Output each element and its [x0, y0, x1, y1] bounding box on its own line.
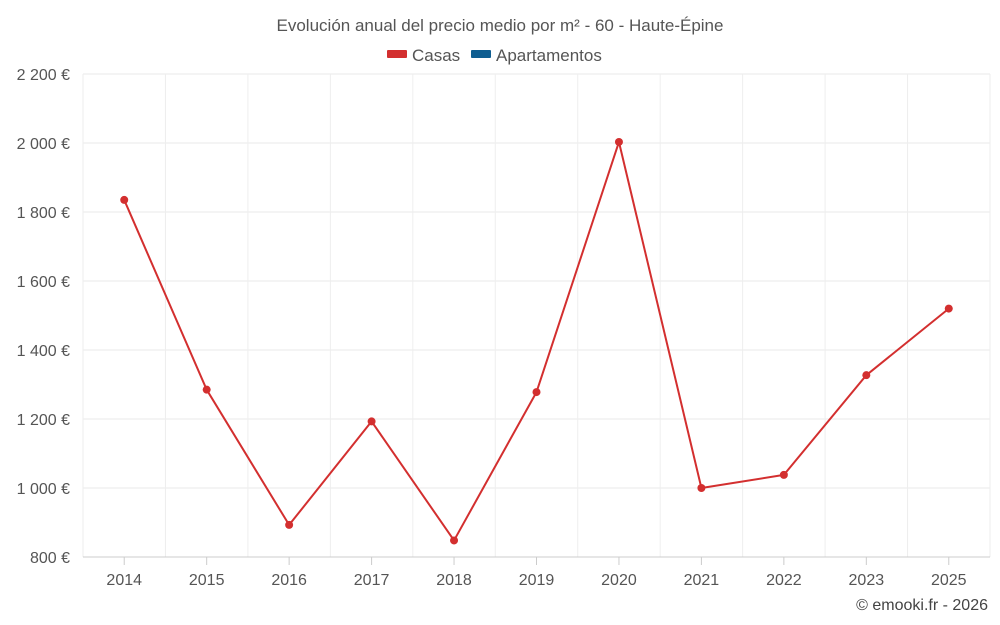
x-tick-label: 2014: [106, 572, 142, 589]
data-point[interactable]: [697, 484, 706, 492]
x-tick-label: 2021: [684, 572, 720, 589]
data-point[interactable]: [285, 520, 294, 529]
data-point[interactable]: [862, 371, 871, 380]
credit-text: © emooki.fr - 2026: [856, 597, 988, 614]
x-tick-label: 2019: [519, 572, 555, 589]
legend-swatch-casas: [387, 50, 407, 58]
y-tick-label: 1 600 €: [17, 274, 70, 291]
data-point[interactable]: [120, 195, 129, 204]
x-tick-label: 2016: [271, 572, 307, 589]
y-tick-label: 1 800 €: [17, 205, 70, 222]
data-point[interactable]: [450, 536, 459, 545]
data-point[interactable]: [614, 137, 623, 146]
y-tick-label: 800 €: [30, 550, 70, 567]
legend: Casas Apartamentos: [387, 46, 602, 65]
series-layer: [120, 137, 953, 545]
y-tick-label: 1 200 €: [17, 412, 70, 429]
y-tick-label: 1 400 €: [17, 343, 70, 360]
x-tick-label: 2015: [189, 572, 225, 589]
y-tick-label: 2 200 €: [17, 67, 70, 84]
chart-title: Evolución anual del precio medio por m² …: [277, 16, 724, 35]
data-point[interactable]: [944, 304, 953, 313]
data-point[interactable]: [779, 470, 788, 479]
x-tick-label: 2022: [766, 572, 802, 589]
legend-swatch-apartamentos: [471, 50, 491, 58]
x-tick-label: 2025: [931, 572, 967, 589]
x-tick-label: 2020: [601, 572, 637, 589]
x-tick-label: 2018: [436, 572, 472, 589]
data-point[interactable]: [532, 388, 541, 397]
x-tick-label: 2023: [849, 572, 885, 589]
grid: [82, 73, 991, 557]
data-point[interactable]: [367, 417, 376, 426]
y-tick-label: 1 000 €: [17, 481, 70, 498]
legend-label-apartamentos: Apartamentos: [496, 46, 602, 65]
axes: 800 € 1 000 € 1 200 € 1 400 € 1 600 € 1 800 €…: [17, 67, 990, 589]
legend-label-casas: Casas: [412, 46, 460, 65]
x-tick-label: 2017: [354, 572, 390, 589]
data-point[interactable]: [202, 385, 211, 394]
y-tick-label: 2 000 €: [17, 136, 70, 153]
